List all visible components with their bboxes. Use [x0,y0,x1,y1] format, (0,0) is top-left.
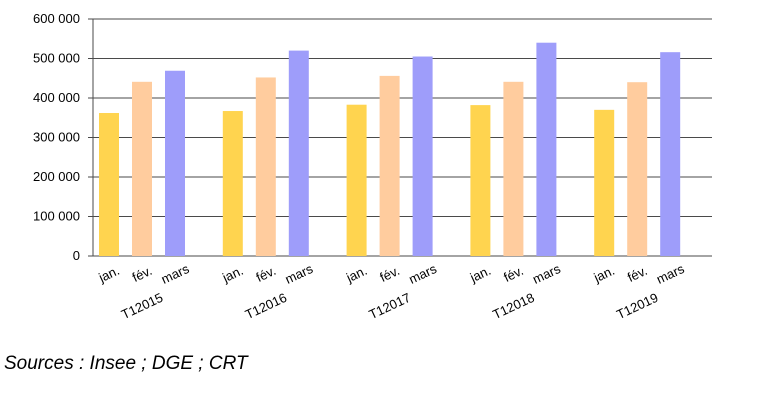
bar-chart: 0 100 000 200 000 300 000 400 000 500 000 600 … [33,11,712,322]
bar-T12018-1 [503,81,524,257]
bar-T12015-1 [132,81,152,257]
y-tick-label: 300 000 [33,130,80,145]
y-axis-ticks: 0 100 000 200 000 300 000 400 000 500 000 600 … [33,11,80,263]
y-tick-label: 0 [73,248,80,263]
gridlines [88,18,712,257]
bar-T12015-2 [165,70,185,257]
x-group-label: T12017 [367,290,413,322]
x-tick-label: mars [530,261,563,287]
x-tick-label: jan. [591,263,617,286]
x-tick-label: fév. [377,263,401,285]
bar-T12018-0 [470,105,491,256]
x-tick-label: mars [159,261,192,287]
x-group-label: T12016 [243,290,289,322]
bar-T12018-2 [536,42,557,257]
y-tick-label: 400 000 [33,90,80,105]
x-group-label: T12018 [490,290,536,322]
bar-T12016-1 [255,77,276,257]
y-tick-label: 100 000 [33,209,80,224]
y-tick-label: 600 000 [33,11,80,26]
x-tick-label: mars [406,261,439,287]
bar-T12015-0 [99,113,119,256]
source-note: Sources : Insee ; DGE ; CRT [4,353,248,374]
x-tick-label: mars [654,261,687,287]
x-tick-label: fév. [501,263,525,285]
bar-T12017-1 [379,75,400,256]
bar-T12017-2 [412,56,433,257]
y-tick-label: 500 000 [33,51,80,66]
x-tick-label: jan. [219,263,245,286]
bar-T12019-0 [594,109,615,256]
bar-T12016-2 [288,50,309,256]
bar-T12017-0 [346,104,367,256]
x-tick-label: jan. [467,263,493,286]
bar-T12016-0 [222,111,243,256]
x-tick-label: mars [283,261,316,287]
bars [99,42,681,257]
x-tick-label: fév. [130,263,154,285]
y-tick-label: 200 000 [33,169,80,184]
x-tick-label: jan. [96,263,122,286]
bar-T12019-1 [627,82,648,256]
x-tick-label: fév. [254,263,278,285]
bar-T12019-2 [660,52,681,257]
x-group-label: T12015 [119,290,165,322]
x-tick-label: jan. [343,263,369,286]
x-group-label: T12019 [614,290,660,322]
x-tick-label: fév. [625,263,649,285]
